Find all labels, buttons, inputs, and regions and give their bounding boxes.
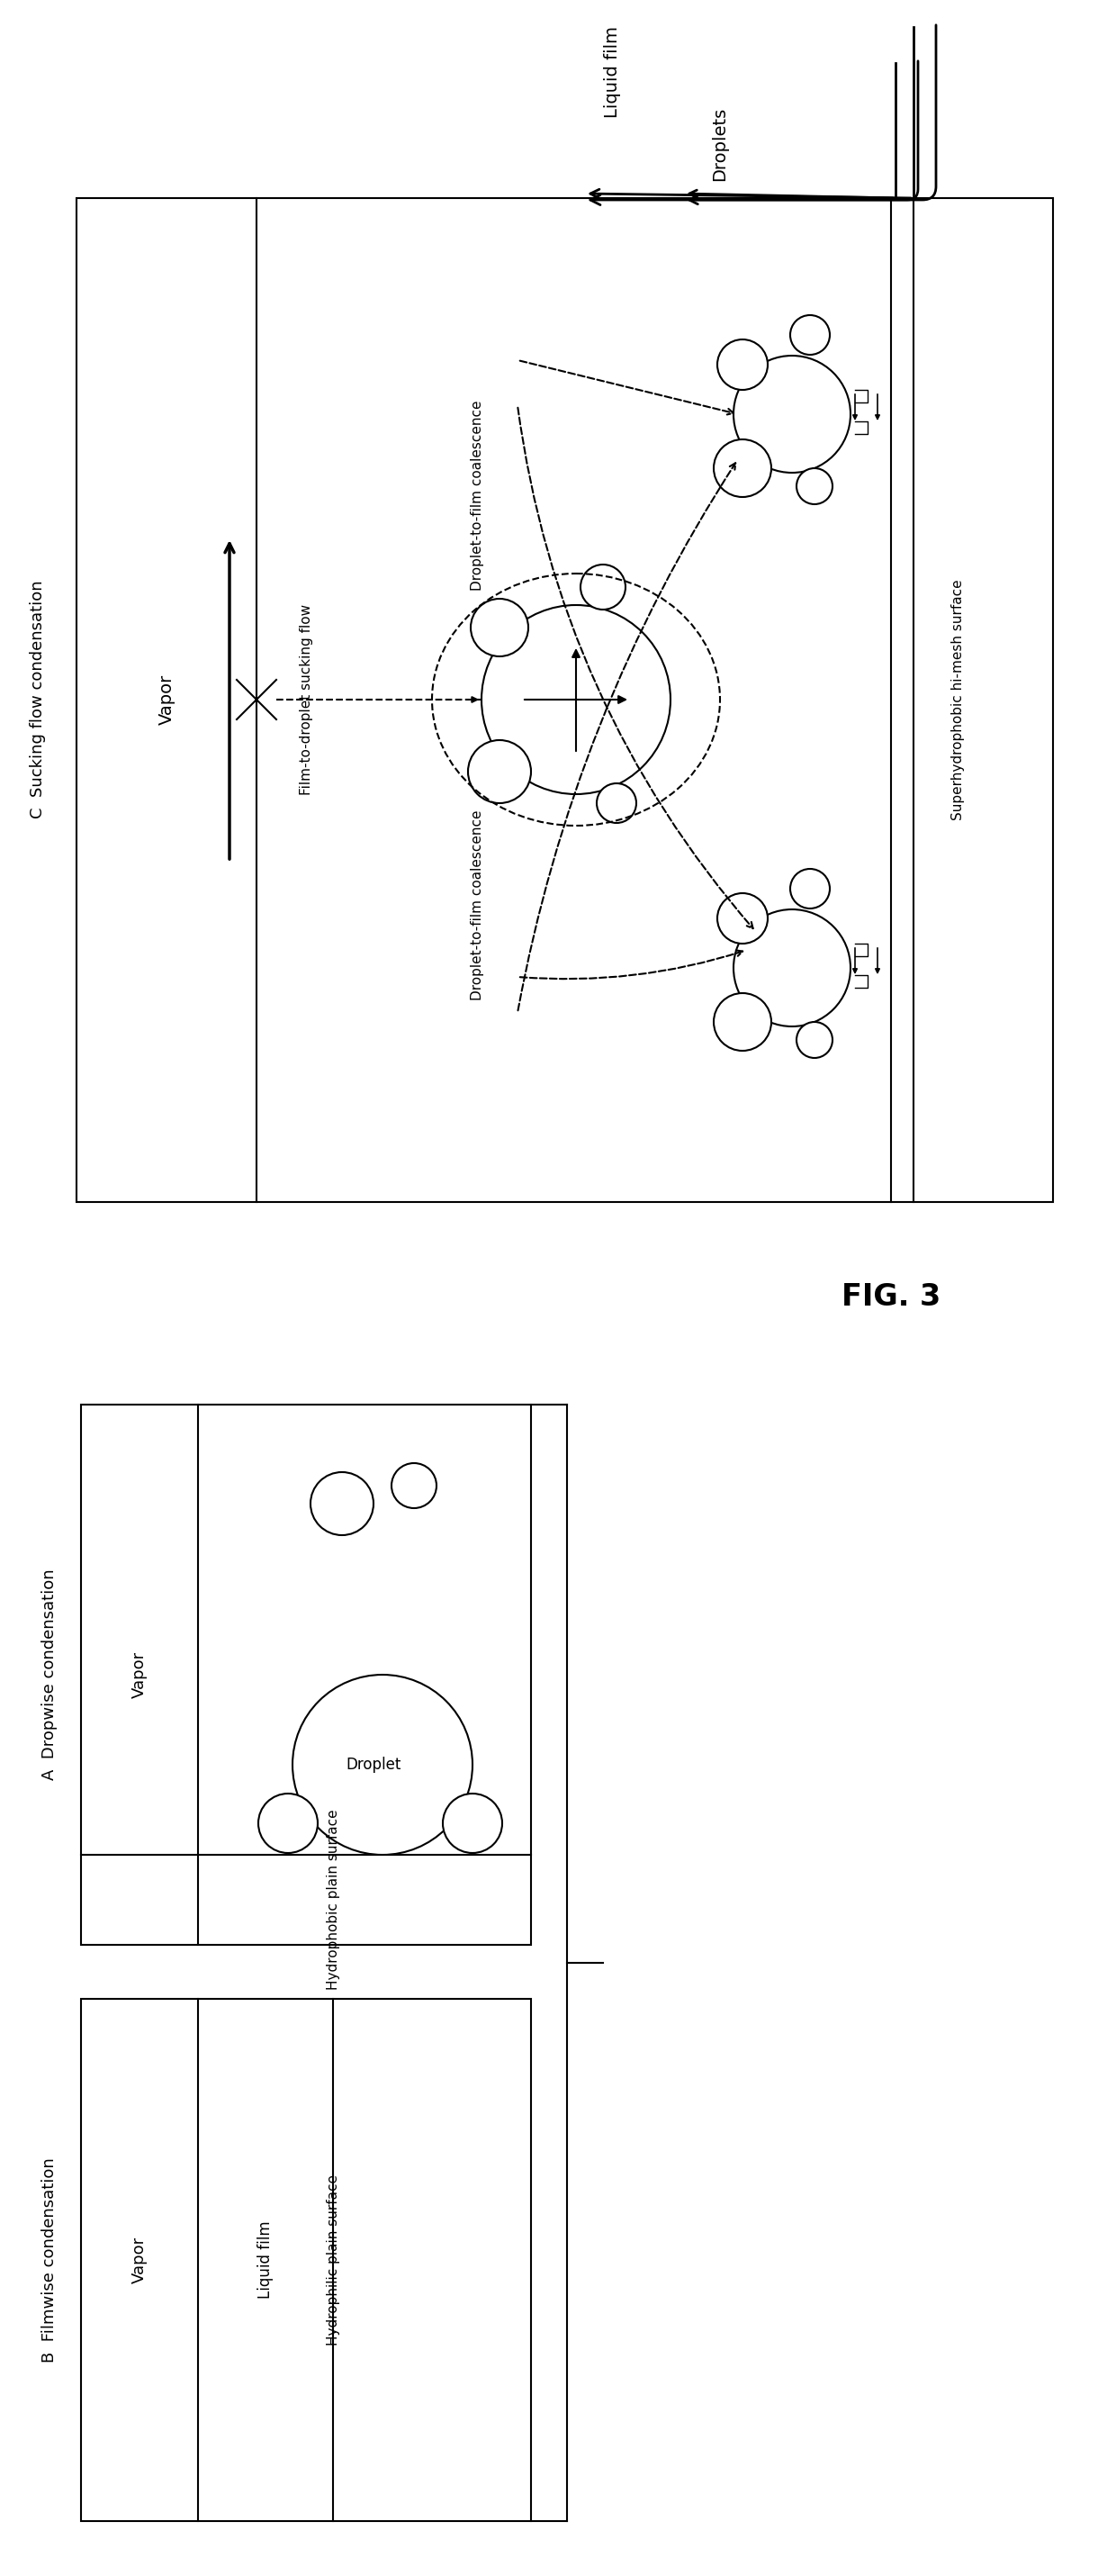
Text: Liquid film: Liquid film — [604, 26, 620, 118]
Circle shape — [790, 314, 830, 355]
Circle shape — [443, 1793, 502, 1852]
Text: Vapor: Vapor — [132, 2236, 147, 2282]
FancyArrowPatch shape — [590, 26, 936, 206]
Text: Superhydrophobic hi-mesh surface: Superhydrophobic hi-mesh surface — [952, 580, 965, 819]
Circle shape — [580, 564, 625, 611]
Text: Droplet-to-film coalescence: Droplet-to-film coalescence — [470, 399, 483, 590]
FancyArrowPatch shape — [690, 62, 918, 204]
Circle shape — [790, 868, 830, 909]
Circle shape — [471, 598, 528, 657]
Text: A  Dropwise condensation: A Dropwise condensation — [41, 1569, 58, 1780]
Circle shape — [733, 355, 850, 474]
Circle shape — [718, 894, 768, 943]
Circle shape — [733, 909, 850, 1025]
Text: Hydrophobic plain surface: Hydrophobic plain surface — [326, 1808, 339, 1991]
Circle shape — [797, 1023, 833, 1059]
Circle shape — [797, 469, 833, 505]
Text: Droplets: Droplets — [712, 108, 729, 180]
Circle shape — [310, 1471, 374, 1535]
Circle shape — [481, 605, 671, 793]
Circle shape — [468, 739, 531, 804]
Text: Liquid film: Liquid film — [258, 2221, 273, 2298]
Bar — [81, 1404, 531, 1945]
Bar — [81, 1999, 531, 2522]
Text: C  Sucking flow condensation: C Sucking flow condensation — [30, 580, 46, 819]
Text: Hydrophilic plain surface: Hydrophilic plain surface — [326, 2174, 339, 2347]
Text: Droplet-to-film coalescence: Droplet-to-film coalescence — [470, 809, 483, 999]
Text: FIG. 3: FIG. 3 — [841, 1283, 941, 1311]
Bar — [77, 198, 1054, 1203]
Circle shape — [292, 1674, 472, 1855]
Circle shape — [714, 994, 771, 1051]
Circle shape — [258, 1793, 318, 1852]
Circle shape — [597, 783, 636, 822]
Circle shape — [392, 1463, 436, 1507]
Text: Vapor: Vapor — [132, 1651, 147, 1698]
Text: B  Filmwise condensation: B Filmwise condensation — [41, 2159, 58, 2362]
Text: Vapor: Vapor — [158, 675, 175, 724]
Circle shape — [718, 340, 768, 389]
Circle shape — [714, 440, 771, 497]
Text: Film-to-droplet sucking flow: Film-to-droplet sucking flow — [299, 605, 312, 796]
Text: Droplet: Droplet — [346, 1757, 401, 1772]
